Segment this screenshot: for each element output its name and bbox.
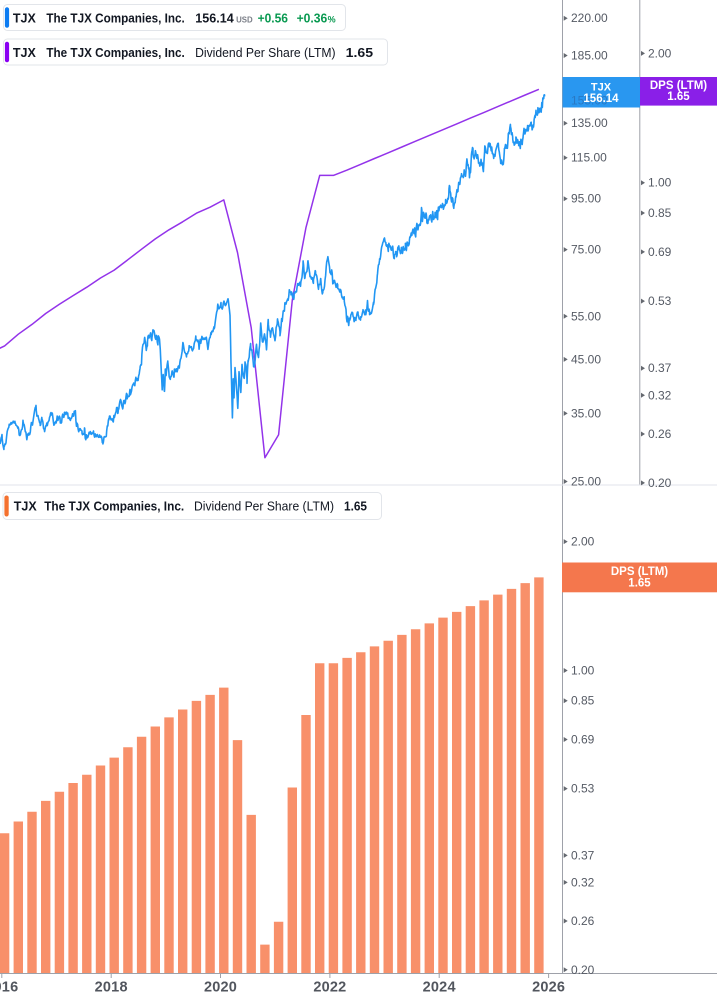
svg-text:TJX: TJX xyxy=(14,499,38,513)
svg-text:2024: 2024 xyxy=(423,980,456,996)
svg-text:TJX: TJX xyxy=(13,11,37,25)
svg-text:0.69: 0.69 xyxy=(648,245,672,259)
svg-text:0.32: 0.32 xyxy=(571,875,595,889)
svg-text:%: % xyxy=(328,15,336,25)
svg-text:2022: 2022 xyxy=(313,980,346,996)
svg-text:0.26: 0.26 xyxy=(571,914,595,928)
svg-text:1.65: 1.65 xyxy=(628,578,651,590)
svg-text:156.14: 156.14 xyxy=(583,93,619,105)
svg-text:1.00: 1.00 xyxy=(571,664,595,678)
svg-text:115.00: 115.00 xyxy=(571,151,607,165)
svg-text:2020: 2020 xyxy=(204,980,237,996)
svg-text:TJX: TJX xyxy=(591,82,612,94)
svg-text:0.26: 0.26 xyxy=(648,427,672,441)
svg-text:+0.56: +0.56 xyxy=(258,11,288,25)
svg-text:+0.36: +0.36 xyxy=(297,11,328,25)
svg-text:DPS (LTM): DPS (LTM) xyxy=(611,566,668,578)
svg-text:0.20: 0.20 xyxy=(571,963,595,977)
svg-text:2026: 2026 xyxy=(532,980,565,996)
svg-text:2016: 2016 xyxy=(0,980,18,996)
svg-text:The TJX Companies, Inc.: The TJX Companies, Inc. xyxy=(46,46,184,60)
svg-text:Dividend Per Share (LTM): Dividend Per Share (LTM) xyxy=(195,46,336,60)
svg-text:The TJX Companies, Inc.: The TJX Companies, Inc. xyxy=(46,11,184,25)
svg-text:2.00: 2.00 xyxy=(648,46,672,60)
svg-text:0.53: 0.53 xyxy=(648,294,672,308)
svg-text:156.14: 156.14 xyxy=(195,11,233,25)
svg-text:0.85: 0.85 xyxy=(648,206,672,220)
svg-text:35.00: 35.00 xyxy=(571,406,601,420)
svg-text:185.00: 185.00 xyxy=(571,49,608,63)
svg-text:0.20: 0.20 xyxy=(648,476,672,490)
svg-text:1.00: 1.00 xyxy=(648,176,672,190)
svg-text:The TJX Companies, Inc.: The TJX Companies, Inc. xyxy=(44,499,184,513)
svg-text:0.37: 0.37 xyxy=(648,361,672,375)
svg-text:0.69: 0.69 xyxy=(571,733,595,747)
svg-text:55.00: 55.00 xyxy=(571,309,601,323)
svg-text:DPS (LTM): DPS (LTM) xyxy=(650,80,707,92)
svg-text:2.00: 2.00 xyxy=(571,535,595,549)
svg-text:0.32: 0.32 xyxy=(648,388,672,402)
svg-text:220.00: 220.00 xyxy=(571,11,608,25)
svg-text:155.00: 155.00 xyxy=(571,94,608,108)
svg-text:1.65: 1.65 xyxy=(344,499,367,513)
svg-text:1.65: 1.65 xyxy=(667,91,690,103)
svg-text:75.00: 75.00 xyxy=(571,243,601,257)
svg-text:25.00: 25.00 xyxy=(571,475,601,489)
svg-text:135.00: 135.00 xyxy=(571,116,608,130)
svg-text:0.53: 0.53 xyxy=(571,782,595,796)
svg-text:0.85: 0.85 xyxy=(571,694,595,708)
svg-text:0.37: 0.37 xyxy=(571,848,595,862)
svg-text:45.00: 45.00 xyxy=(571,352,601,366)
svg-text:Dividend Per Share (LTM): Dividend Per Share (LTM) xyxy=(194,499,334,513)
svg-text:1.65: 1.65 xyxy=(346,46,373,60)
svg-text:95.00: 95.00 xyxy=(571,192,601,206)
svg-text:TJX: TJX xyxy=(13,46,37,60)
svg-text:2018: 2018 xyxy=(95,980,128,996)
svg-text:USD: USD xyxy=(236,15,253,25)
